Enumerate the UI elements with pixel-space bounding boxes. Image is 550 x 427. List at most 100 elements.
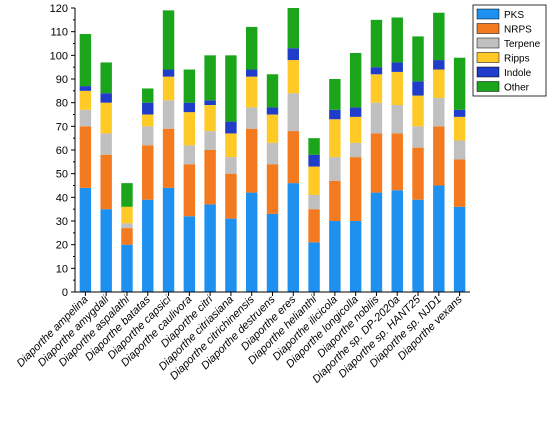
bar-segment-indole-3 <box>142 102 154 115</box>
y-tick-label-30: 30 <box>56 216 68 228</box>
y-tick-label-90: 90 <box>56 74 68 86</box>
bar-segment-indole-12 <box>329 109 341 120</box>
bar-segment-indole-8 <box>245 69 258 77</box>
bar-segment-terpene-4 <box>162 100 175 129</box>
bar-segment-pks-18 <box>453 206 466 292</box>
y-tick-label-80: 80 <box>56 98 68 110</box>
legend-label-nrps: NRPS <box>504 25 532 36</box>
bar-segment-ripps-2 <box>121 206 133 224</box>
bar-segment-other-4 <box>162 10 175 70</box>
bar-segment-other-7 <box>225 55 237 122</box>
bar-segment-terpene-8 <box>245 107 258 129</box>
bar-segment-terpene-3 <box>142 126 154 146</box>
legend-label-indole: Indole <box>504 68 532 79</box>
legend-swatch-indole <box>476 66 500 78</box>
bar-segment-nrps-10 <box>287 131 299 184</box>
bar-segment-pks-8 <box>245 192 258 292</box>
bar-segment-indole-11 <box>308 154 320 167</box>
bar-segment-ripps-17 <box>433 69 445 98</box>
bar-segment-ripps-5 <box>183 112 196 146</box>
bar-segment-nrps-9 <box>266 164 279 214</box>
legend-label-ripps: Ripps <box>504 54 530 65</box>
bar-segment-nrps-8 <box>245 128 258 193</box>
bar-segment-other-5 <box>183 69 196 103</box>
legend-label-terpene: Terpene <box>504 39 541 50</box>
bar-segment-other-6 <box>204 55 216 101</box>
bar-segment-other-18 <box>453 57 466 110</box>
bar-segment-ripps-9 <box>266 114 279 143</box>
bar-segment-other-15 <box>391 17 403 63</box>
bar-segment-ripps-1 <box>100 102 112 134</box>
legend-label-other: Other <box>504 83 530 94</box>
bar-segment-pks-2 <box>121 244 133 292</box>
y-tick-label-60: 60 <box>56 145 68 157</box>
bar-segment-indole-18 <box>453 109 466 117</box>
bar-segment-indole-14 <box>370 67 383 75</box>
bar-segment-terpene-16 <box>412 126 424 148</box>
bar-segment-pks-7 <box>225 218 237 292</box>
bar-segment-terpene-0 <box>79 109 92 127</box>
bar-segment-other-0 <box>79 34 92 87</box>
bar-segment-indole-15 <box>391 62 403 72</box>
legend-swatch-other <box>476 81 500 92</box>
bar-segment-terpene-9 <box>266 142 279 165</box>
bar-segment-other-3 <box>142 88 154 103</box>
bar-segment-terpene-5 <box>183 145 196 165</box>
bar-segment-nrps-7 <box>225 173 237 219</box>
bar-segment-nrps-12 <box>329 180 341 221</box>
y-tick-label-0: 0 <box>62 287 68 299</box>
bar-segment-terpene-15 <box>391 105 403 134</box>
legend-swatch-ripps <box>476 52 500 63</box>
bar-segment-indole-4 <box>162 69 175 77</box>
bar-segment-nrps-16 <box>412 147 424 200</box>
bar-segment-pks-5 <box>183 216 196 292</box>
legend-swatch-nrps <box>476 23 500 34</box>
bar-segment-pks-1 <box>100 209 112 292</box>
bar-segment-pks-11 <box>308 242 320 292</box>
bar-segment-nrps-14 <box>370 133 383 193</box>
bar-segment-ripps-12 <box>329 119 341 158</box>
bar-segment-pks-12 <box>329 221 341 292</box>
bar-segment-indole-5 <box>183 102 196 113</box>
legend-swatch-terpene <box>476 37 500 49</box>
bar-segment-ripps-16 <box>412 95 424 127</box>
bar-segment-ripps-11 <box>308 166 320 195</box>
bar-segment-terpene-7 <box>225 157 237 174</box>
bar-segment-nrps-5 <box>183 164 196 217</box>
legend-label-pks: PKS <box>504 10 524 21</box>
bar-segment-terpene-12 <box>329 157 341 181</box>
bar-segment-indole-7 <box>225 121 237 134</box>
bar-segment-ripps-8 <box>245 76 258 108</box>
bar-segment-ripps-14 <box>370 74 383 103</box>
y-tick-label-50: 50 <box>56 169 68 181</box>
bar-segment-nrps-3 <box>142 145 154 200</box>
bar-segment-indole-10 <box>287 48 299 61</box>
bar-segment-nrps-6 <box>204 150 216 205</box>
bar-segment-pks-6 <box>204 204 216 292</box>
bar-segment-other-16 <box>412 36 424 82</box>
y-tick-label-120: 120 <box>50 3 68 15</box>
bar-segment-indole-16 <box>412 81 424 96</box>
bar-segment-nrps-0 <box>79 126 92 188</box>
bar-segment-pks-14 <box>370 192 383 292</box>
bar-segment-nrps-11 <box>308 209 320 243</box>
bar-segment-other-13 <box>349 52 362 108</box>
bar-segment-ripps-7 <box>225 133 237 158</box>
bar-segment-other-14 <box>370 19 383 68</box>
bar-segment-terpene-2 <box>121 223 133 229</box>
bar-segment-nrps-15 <box>391 133 403 191</box>
bar-segment-ripps-13 <box>349 116 362 143</box>
bar-segment-pks-4 <box>162 187 175 292</box>
bar-segment-terpene-11 <box>308 194 320 210</box>
bar-segment-pks-3 <box>142 199 154 292</box>
bar-segment-nrps-4 <box>162 128 175 188</box>
bar-segment-terpene-6 <box>204 131 216 150</box>
bar-segment-indole-1 <box>100 93 112 103</box>
bar-segment-ripps-10 <box>287 60 299 94</box>
bar-segment-terpene-17 <box>433 97 445 127</box>
y-tick-label-20: 20 <box>56 240 68 252</box>
y-tick-label-10: 10 <box>56 263 68 275</box>
bar-segment-indole-6 <box>204 100 216 106</box>
bar-segment-ripps-18 <box>453 116 466 141</box>
